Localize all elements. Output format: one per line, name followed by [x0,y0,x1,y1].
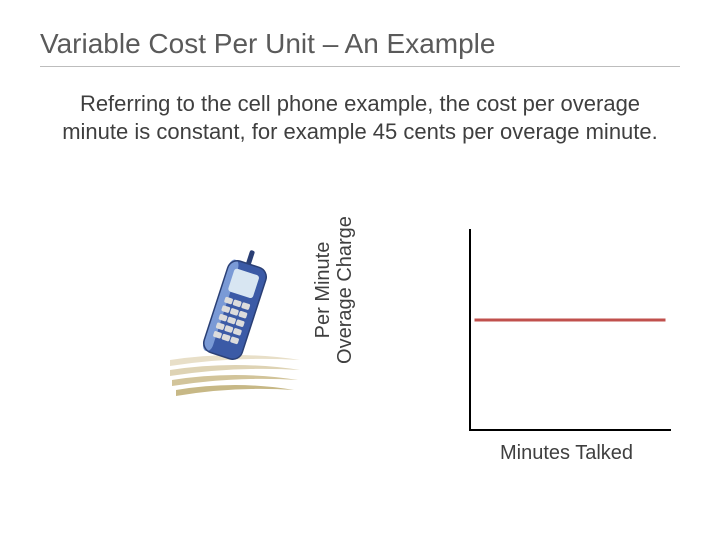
chart-xlabel: Minutes Talked [500,442,633,465]
slide: Variable Cost Per Unit – An Example Refe… [0,0,720,540]
cellphone-clipart [160,240,310,410]
cost-chart: Per Minute Overage Charge Minutes Talked [380,220,680,460]
title-area: Variable Cost Per Unit – An Example [40,28,680,67]
cellphone-icon [160,240,310,410]
slide-title: Variable Cost Per Unit – An Example [40,28,680,60]
swoosh-3 [172,375,298,386]
swoosh-2 [170,365,300,376]
body-text: Referring to the cell phone example, the… [60,90,660,145]
ylabel-line2: Overage Charge [334,216,356,364]
swoosh-4 [176,385,294,396]
chart-svg [380,220,680,440]
title-underline [40,66,680,67]
chart-ylabel: Per Minute Overage Charge [312,190,356,390]
ylabel-line1: Per Minute [312,242,334,339]
